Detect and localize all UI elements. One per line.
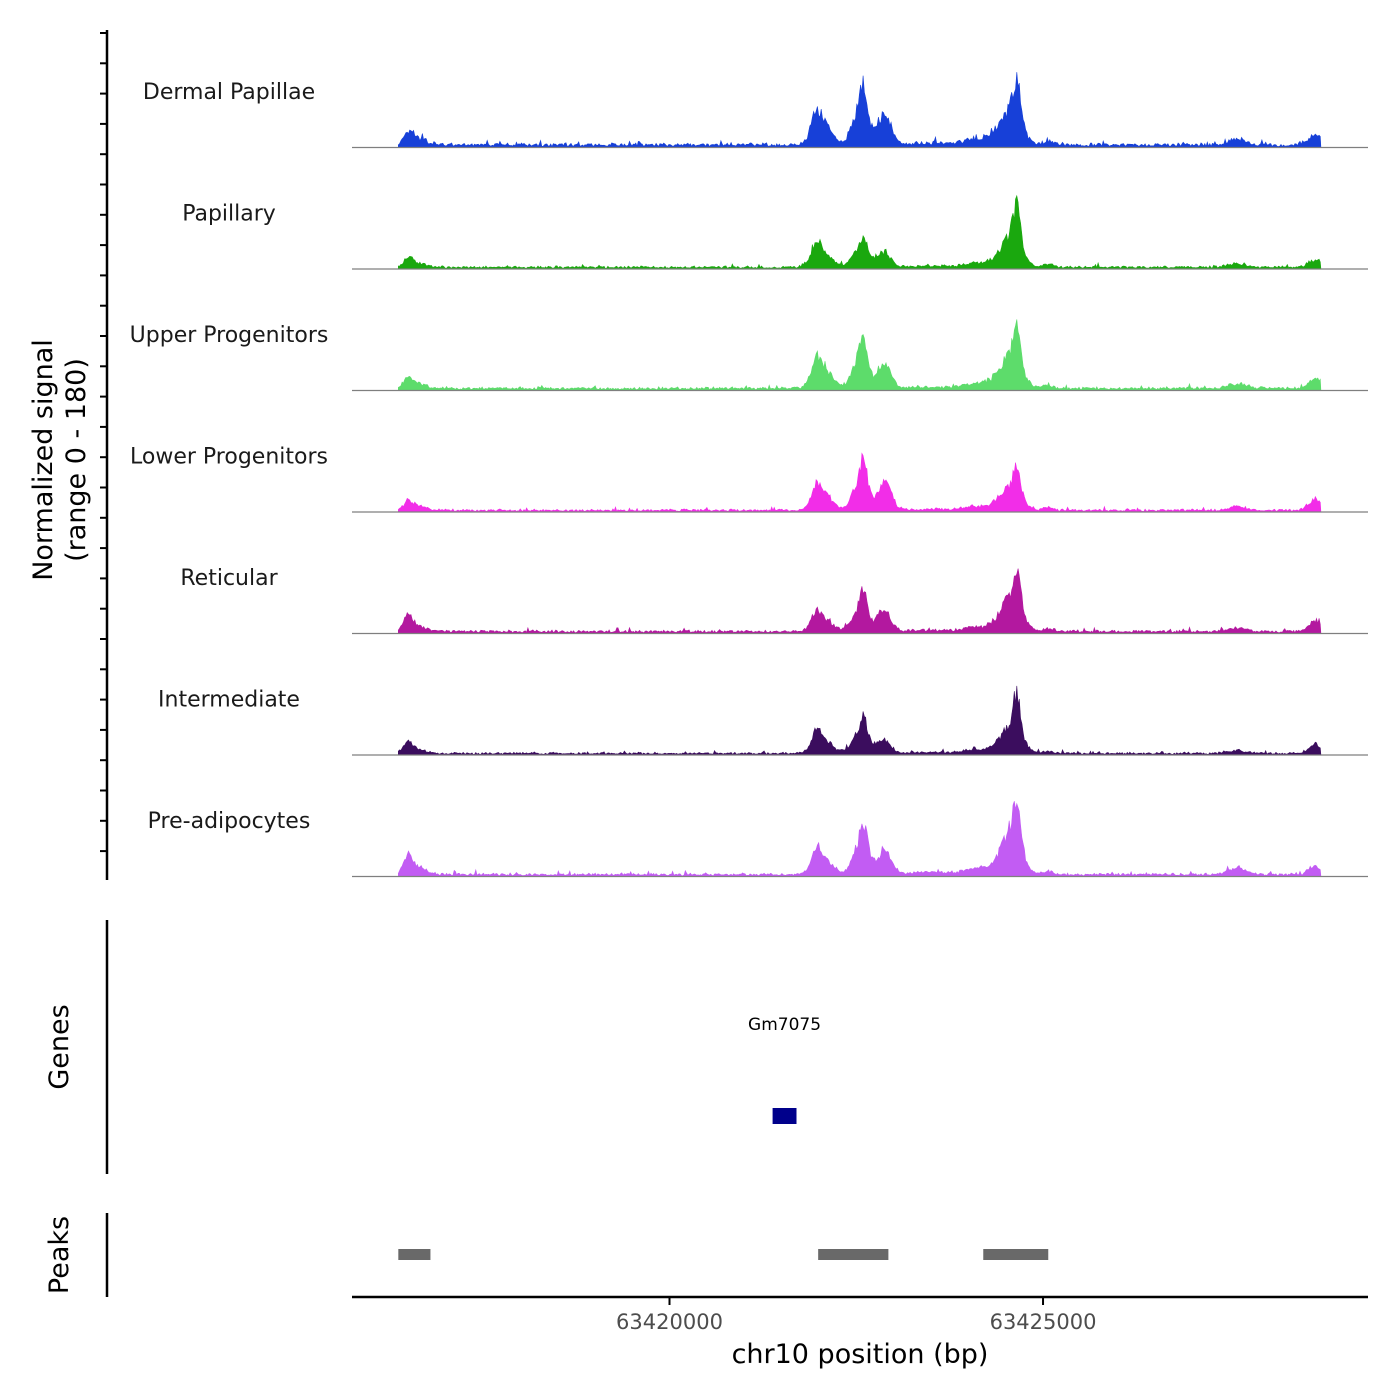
track-label: Intermediate — [158, 688, 300, 713]
gene-track: Gm7075 — [748, 1015, 821, 1124]
x-tick-label: 63425000 — [990, 1310, 1097, 1334]
track-signal-area — [398, 801, 1322, 877]
peak-track — [398, 1249, 1049, 1260]
genes-axis-title: Genes — [44, 1004, 75, 1089]
track-upper-progenitors: Upper Progenitors — [130, 319, 1368, 392]
track-signal-area — [398, 685, 1322, 756]
track-signal-area — [398, 194, 1322, 270]
track-label: Dermal Papillae — [143, 80, 315, 105]
signal-tracks: Dermal Papillae Papillary Upper Progenitor… — [130, 72, 1368, 878]
y-axis-title: Normalized signal (range 0 - 180) — [28, 339, 92, 581]
peak-region — [398, 1249, 431, 1260]
track-intermediate: Intermediate — [158, 685, 1368, 756]
x-axis-ticks: 63420000 63425000 — [616, 1297, 1096, 1334]
track-signal-area — [398, 452, 1322, 513]
track-reticular: Reticular — [180, 566, 1368, 635]
track-papillary: Papillary — [182, 194, 1368, 270]
track-signal-area — [398, 72, 1322, 148]
signal-y-axis-ticks — [100, 32, 107, 853]
track-label: Reticular — [180, 566, 278, 591]
x-axis-title: chr10 position (bp) — [732, 1339, 989, 1370]
track-pre-adipocytes: Pre-adipocytes — [148, 801, 1368, 878]
y-axis-title-line2: (range 0 - 180) — [61, 358, 92, 562]
track-label: Papillary — [182, 202, 276, 227]
peaks-axis-title: Peaks — [44, 1216, 75, 1294]
track-signal-area — [398, 319, 1322, 391]
peak-region — [818, 1249, 889, 1260]
x-tick-label: 63420000 — [616, 1310, 723, 1334]
track-dermal-papillae: Dermal Papillae — [143, 72, 1368, 149]
track-label: Lower Progenitors — [130, 445, 328, 470]
y-axis-title-line1: Normalized signal — [28, 339, 59, 581]
gene-gm7075: Gm7075 — [748, 1015, 821, 1124]
track-label: Pre-adipocytes — [148, 809, 311, 834]
peak-region — [983, 1249, 1049, 1260]
gene-label: Gm7075 — [748, 1015, 821, 1035]
gene-body — [772, 1108, 797, 1124]
track-label: Upper Progenitors — [130, 323, 329, 348]
track-signal-area — [398, 568, 1322, 634]
track-lower-progenitors: Lower Progenitors — [130, 445, 1368, 513]
